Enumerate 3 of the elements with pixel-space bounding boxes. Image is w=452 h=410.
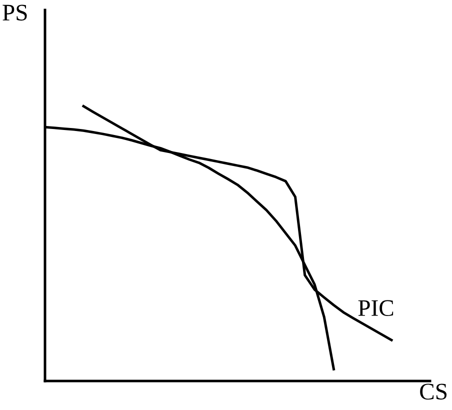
- y-axis-title: PS: [2, 4, 27, 21]
- x-axis-title: CS: [420, 384, 447, 400]
- series-label: PIC: [358, 300, 394, 316]
